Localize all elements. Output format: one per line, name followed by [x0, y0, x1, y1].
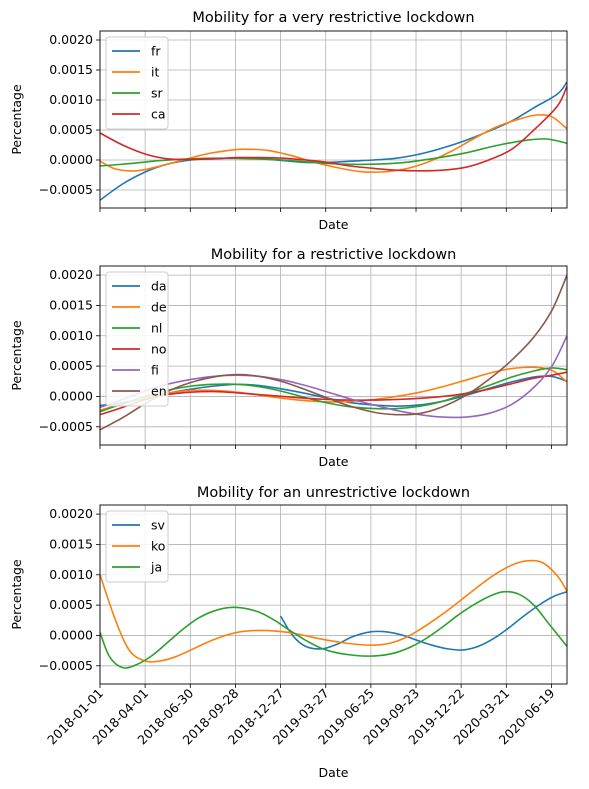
y-tick-label: 0.0005 [49, 358, 93, 373]
legend-label-ca: ca [151, 107, 166, 122]
series-line-ko [100, 559, 567, 663]
legend-label-no: no [151, 342, 167, 357]
y-tick-label: 0.0000 [49, 627, 93, 642]
chart-title: Mobility for an unrestrictive lockdown [197, 485, 470, 501]
legend-box [105, 271, 169, 407]
y-tick-label: 0.0000 [49, 152, 93, 167]
x-axis-label: Date [319, 217, 349, 232]
y-tick-label: 0.0000 [49, 388, 93, 403]
chart-panel-2: −0.0005 0.0000 0.0005 0.0010 0.0015 0.0020 Mob… [9, 247, 568, 469]
chart-panel-1: −0.0005 0.0000 0.0005 0.0010 0.0015 0.0020 Mob… [9, 10, 568, 232]
y-tick-label: 0.0010 [49, 567, 93, 582]
x-axis-label: Date [319, 765, 349, 780]
legend-label-da: da [151, 279, 167, 294]
chart-title: Mobility for a restrictive lockdown [211, 247, 457, 263]
series-line-sv [279, 591, 567, 651]
chart-title: Mobility for a very restrictive lockdown [192, 10, 474, 26]
legend-label-nl: nl [151, 321, 162, 336]
legend-label-ko: ko [151, 539, 165, 554]
y-tick-label: 0.0015 [49, 62, 93, 77]
y-axis-label: Percentage [9, 320, 24, 391]
legend-label-ja: ja [150, 560, 162, 575]
y-tick-label: 0.0005 [49, 597, 93, 612]
series-line-ca [100, 85, 567, 172]
grid-lines [99, 266, 567, 445]
y-tick-label: −0.0005 [39, 182, 93, 197]
y-tick-label: −0.0005 [39, 658, 93, 673]
grid-lines [99, 31, 567, 208]
legend-label-en: en [151, 384, 167, 399]
legend-label-fr: fr [151, 44, 161, 59]
y-tick-label: 0.0020 [49, 506, 93, 521]
legend: sv ko ja [105, 510, 169, 583]
y-axis-label: Percentage [9, 84, 24, 155]
series-line-no [100, 371, 567, 416]
y-tick-label: 0.0015 [49, 536, 93, 551]
legend-label-sr: sr [151, 86, 164, 101]
y-tick-label: 0.0010 [49, 92, 93, 107]
chart-panel-3: −0.00050.00000.00050.00100.00150.0020201… [9, 485, 568, 780]
y-tick-label: 0.0005 [49, 122, 93, 137]
grid-lines [99, 505, 567, 684]
y-tick-label: 0.0020 [49, 32, 93, 47]
series-line-it [100, 113, 567, 173]
legend: fr it sr ca [105, 36, 169, 130]
legend-label-sv: sv [151, 518, 166, 533]
series-line-en [100, 274, 567, 431]
legend-label-fi: fi [151, 363, 159, 378]
axes-frame [99, 265, 568, 446]
axes-frame [99, 504, 568, 685]
series-lines [100, 274, 567, 431]
series-line-fi [100, 335, 567, 419]
legend-label-it: it [151, 65, 159, 80]
y-axis-label: Percentage [9, 559, 24, 630]
y-tick-label: 0.0020 [49, 267, 93, 282]
legend-box [105, 36, 169, 130]
series-line-nl [100, 367, 567, 413]
series-lines [100, 559, 567, 669]
legend-label-de: de [151, 300, 167, 315]
y-tick-label: 0.0015 [49, 297, 93, 312]
y-tick-label: 0.0010 [49, 328, 93, 343]
axes-frame [99, 30, 568, 209]
x-axis-label: Date [319, 454, 349, 469]
legend: da de nl no fi en [105, 271, 169, 407]
series-lines [100, 81, 567, 201]
series-line-ja [100, 590, 567, 669]
y-tick-label: −0.0005 [39, 419, 93, 434]
